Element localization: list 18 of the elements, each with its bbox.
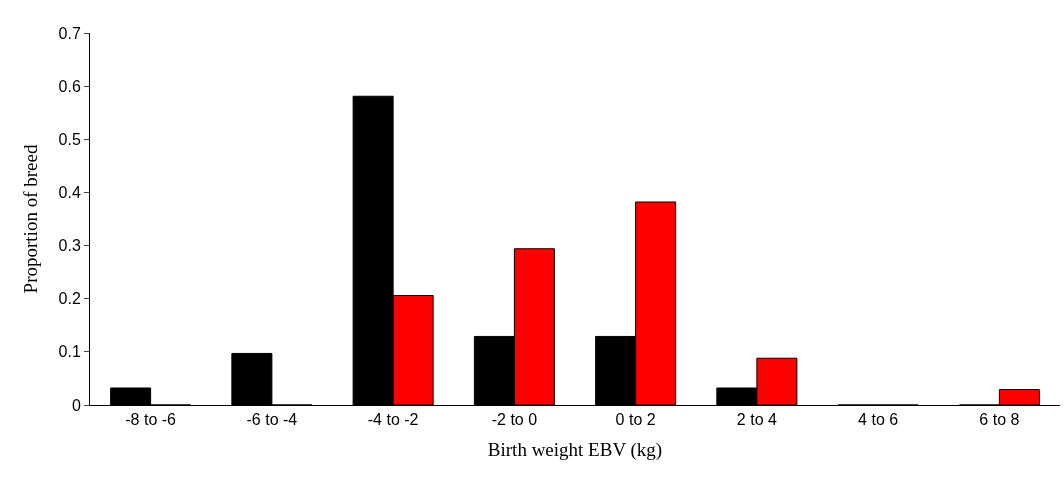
x-tick-label: -2 to 0 — [491, 411, 538, 429]
y-axis-title: Proportion of breed — [20, 144, 42, 294]
x-tick-label: 6 to 8 — [979, 411, 1020, 429]
y-tick-label: 0.5 — [58, 130, 81, 148]
x-tick-label: 0 to 2 — [615, 411, 656, 429]
y-tick-label: 0 — [71, 396, 81, 414]
x-axis-title: Birth weight EBV (kg) — [487, 439, 663, 461]
y-tick-label: 0.7 — [58, 24, 81, 42]
y-tick-label: 0.3 — [58, 237, 81, 255]
x-tick-label: 2 to 4 — [736, 411, 777, 429]
x-tick-label: -8 to -6 — [125, 411, 177, 429]
x-tick-label: -6 to -4 — [246, 411, 298, 429]
y-tick-label: 0.2 — [58, 290, 81, 308]
x-tick-label: 4 to 6 — [858, 411, 899, 429]
y-tick-label: 0.4 — [58, 184, 81, 202]
y-tick-label: 0.1 — [58, 343, 81, 361]
x-tick-label: -4 to -2 — [367, 411, 419, 429]
y-tick-label: 0.6 — [58, 77, 81, 95]
